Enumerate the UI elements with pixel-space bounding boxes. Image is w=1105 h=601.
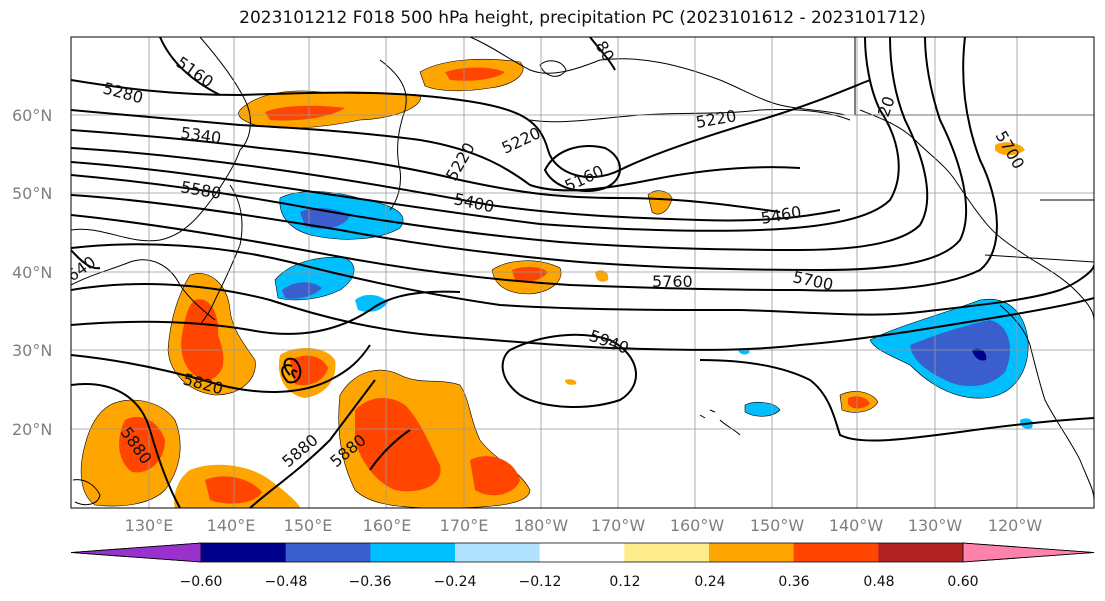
colorbar-tick-label: 0.60 [947,574,978,590]
lat-label: 50°N [12,184,52,203]
colorbar-segment [370,543,456,562]
lon-label: 150°E [284,516,333,535]
lon-label: 170°E [440,516,489,535]
latitude-labels: 60°N 50°N 40°N 30°N 20°N [12,106,52,439]
colorbar-segment [709,543,795,562]
lon-label: 130°E [125,516,174,535]
plot-area [71,37,1094,508]
lon-label: 140°W [829,516,884,535]
colorbar: −0.60 −0.48 −0.36 −0.24 −0.12 0.12 0.24 … [70,542,1095,590]
colorbar-extend-high [962,542,1095,563]
map-title: 2023101212 F018 500 hPa height, precipit… [239,8,926,28]
colorbar-tick-label: 0.12 [609,574,640,590]
lon-label: 170°W [591,516,646,535]
colorbar-tick-label: 0.48 [863,574,894,590]
height-contours [71,37,1094,508]
lon-label: 180°W [514,516,569,535]
colorbar-tick-label: −0.36 [349,574,392,590]
lon-label: 150°W [750,516,805,535]
colorbar-tick-label: 0.24 [694,574,725,590]
colorbar-segment [285,543,371,562]
colorbar-segment [455,543,541,562]
lat-label: 60°N [12,106,52,125]
lat-label: 20°N [12,420,52,439]
colorbar-tick-label: −0.60 [180,574,223,590]
contour-label: 5760 [652,272,693,291]
colorbar-segment [539,543,625,562]
lon-label: 140°E [207,516,256,535]
colorbar-tick-label: −0.12 [519,574,562,590]
longitude-labels: 130°E 140°E 150°E 160°E 170°E 180°W 170°… [125,516,1043,535]
colorbar-segment [624,543,710,562]
lon-label: 160°W [670,516,725,535]
colorbar-tick-label: −0.24 [434,574,477,590]
lat-label: 30°N [12,341,52,360]
lon-label: 130°W [908,516,963,535]
lon-label: 160°E [363,516,412,535]
colorbar-segment [878,543,964,562]
colorbar-extend-low [70,542,202,563]
precipitation-shading [80,58,1033,508]
colorbar-segment [793,543,879,562]
colorbar-tick-label: 0.36 [778,574,809,590]
colorbar-segment [201,543,287,562]
lon-label: 120°W [988,516,1043,535]
colorbar-segments [70,542,1095,563]
colorbar-tick-labels: −0.60 −0.48 −0.36 −0.24 −0.12 0.12 0.24 … [180,574,979,590]
colorbar-frame [70,542,1095,563]
coastlines [71,37,1094,506]
colorbar-tick-label: −0.48 [265,574,308,590]
lat-label: 40°N [12,263,52,282]
plot-frame [70,36,1095,509]
